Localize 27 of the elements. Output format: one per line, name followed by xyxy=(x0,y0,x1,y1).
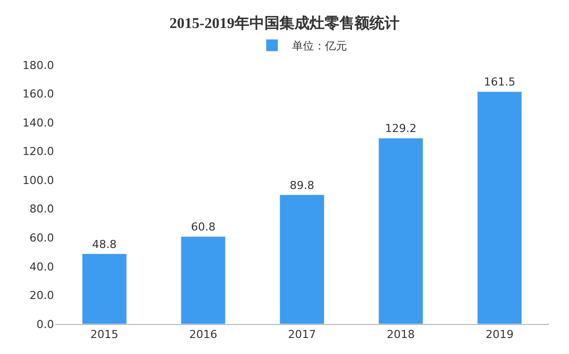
y-tick-label: 80.0 xyxy=(30,202,54,216)
y-tick-label: 180.0 xyxy=(22,58,54,72)
data-label: 129.2 xyxy=(385,122,417,136)
x-tick-label: 2016 xyxy=(189,328,218,342)
bar xyxy=(280,194,324,324)
legend-label: 单位：亿元 xyxy=(292,40,347,53)
y-tick-label: 140.0 xyxy=(22,116,54,130)
x-tick-label: 2017 xyxy=(288,328,316,342)
y-tick-label: 0.0 xyxy=(36,318,54,331)
data-label: 60.8 xyxy=(190,220,216,234)
bar xyxy=(82,254,127,324)
x-tick-label: 2015 xyxy=(90,328,118,342)
y-tick-label: 160.0 xyxy=(22,88,54,101)
data-label: 89.8 xyxy=(290,178,314,192)
x-tick-label: 2019 xyxy=(486,328,514,342)
data-label: 161.5 xyxy=(484,76,516,89)
y-tick-label: 40.0 xyxy=(30,260,54,274)
chart-title: 2015-2019年中国集成灶零售额统计 xyxy=(170,14,400,32)
bar xyxy=(180,236,226,324)
y-tick-label: 100.0 xyxy=(22,174,54,187)
y-tick-label: 60.0 xyxy=(30,232,54,245)
data-label: 48.8 xyxy=(92,238,117,251)
y-tick-label: 120.0 xyxy=(22,145,54,158)
bar xyxy=(477,91,522,324)
x-tick-label: 2018 xyxy=(386,328,415,342)
bar xyxy=(378,138,424,324)
y-tick-label: 20.0 xyxy=(30,289,54,302)
